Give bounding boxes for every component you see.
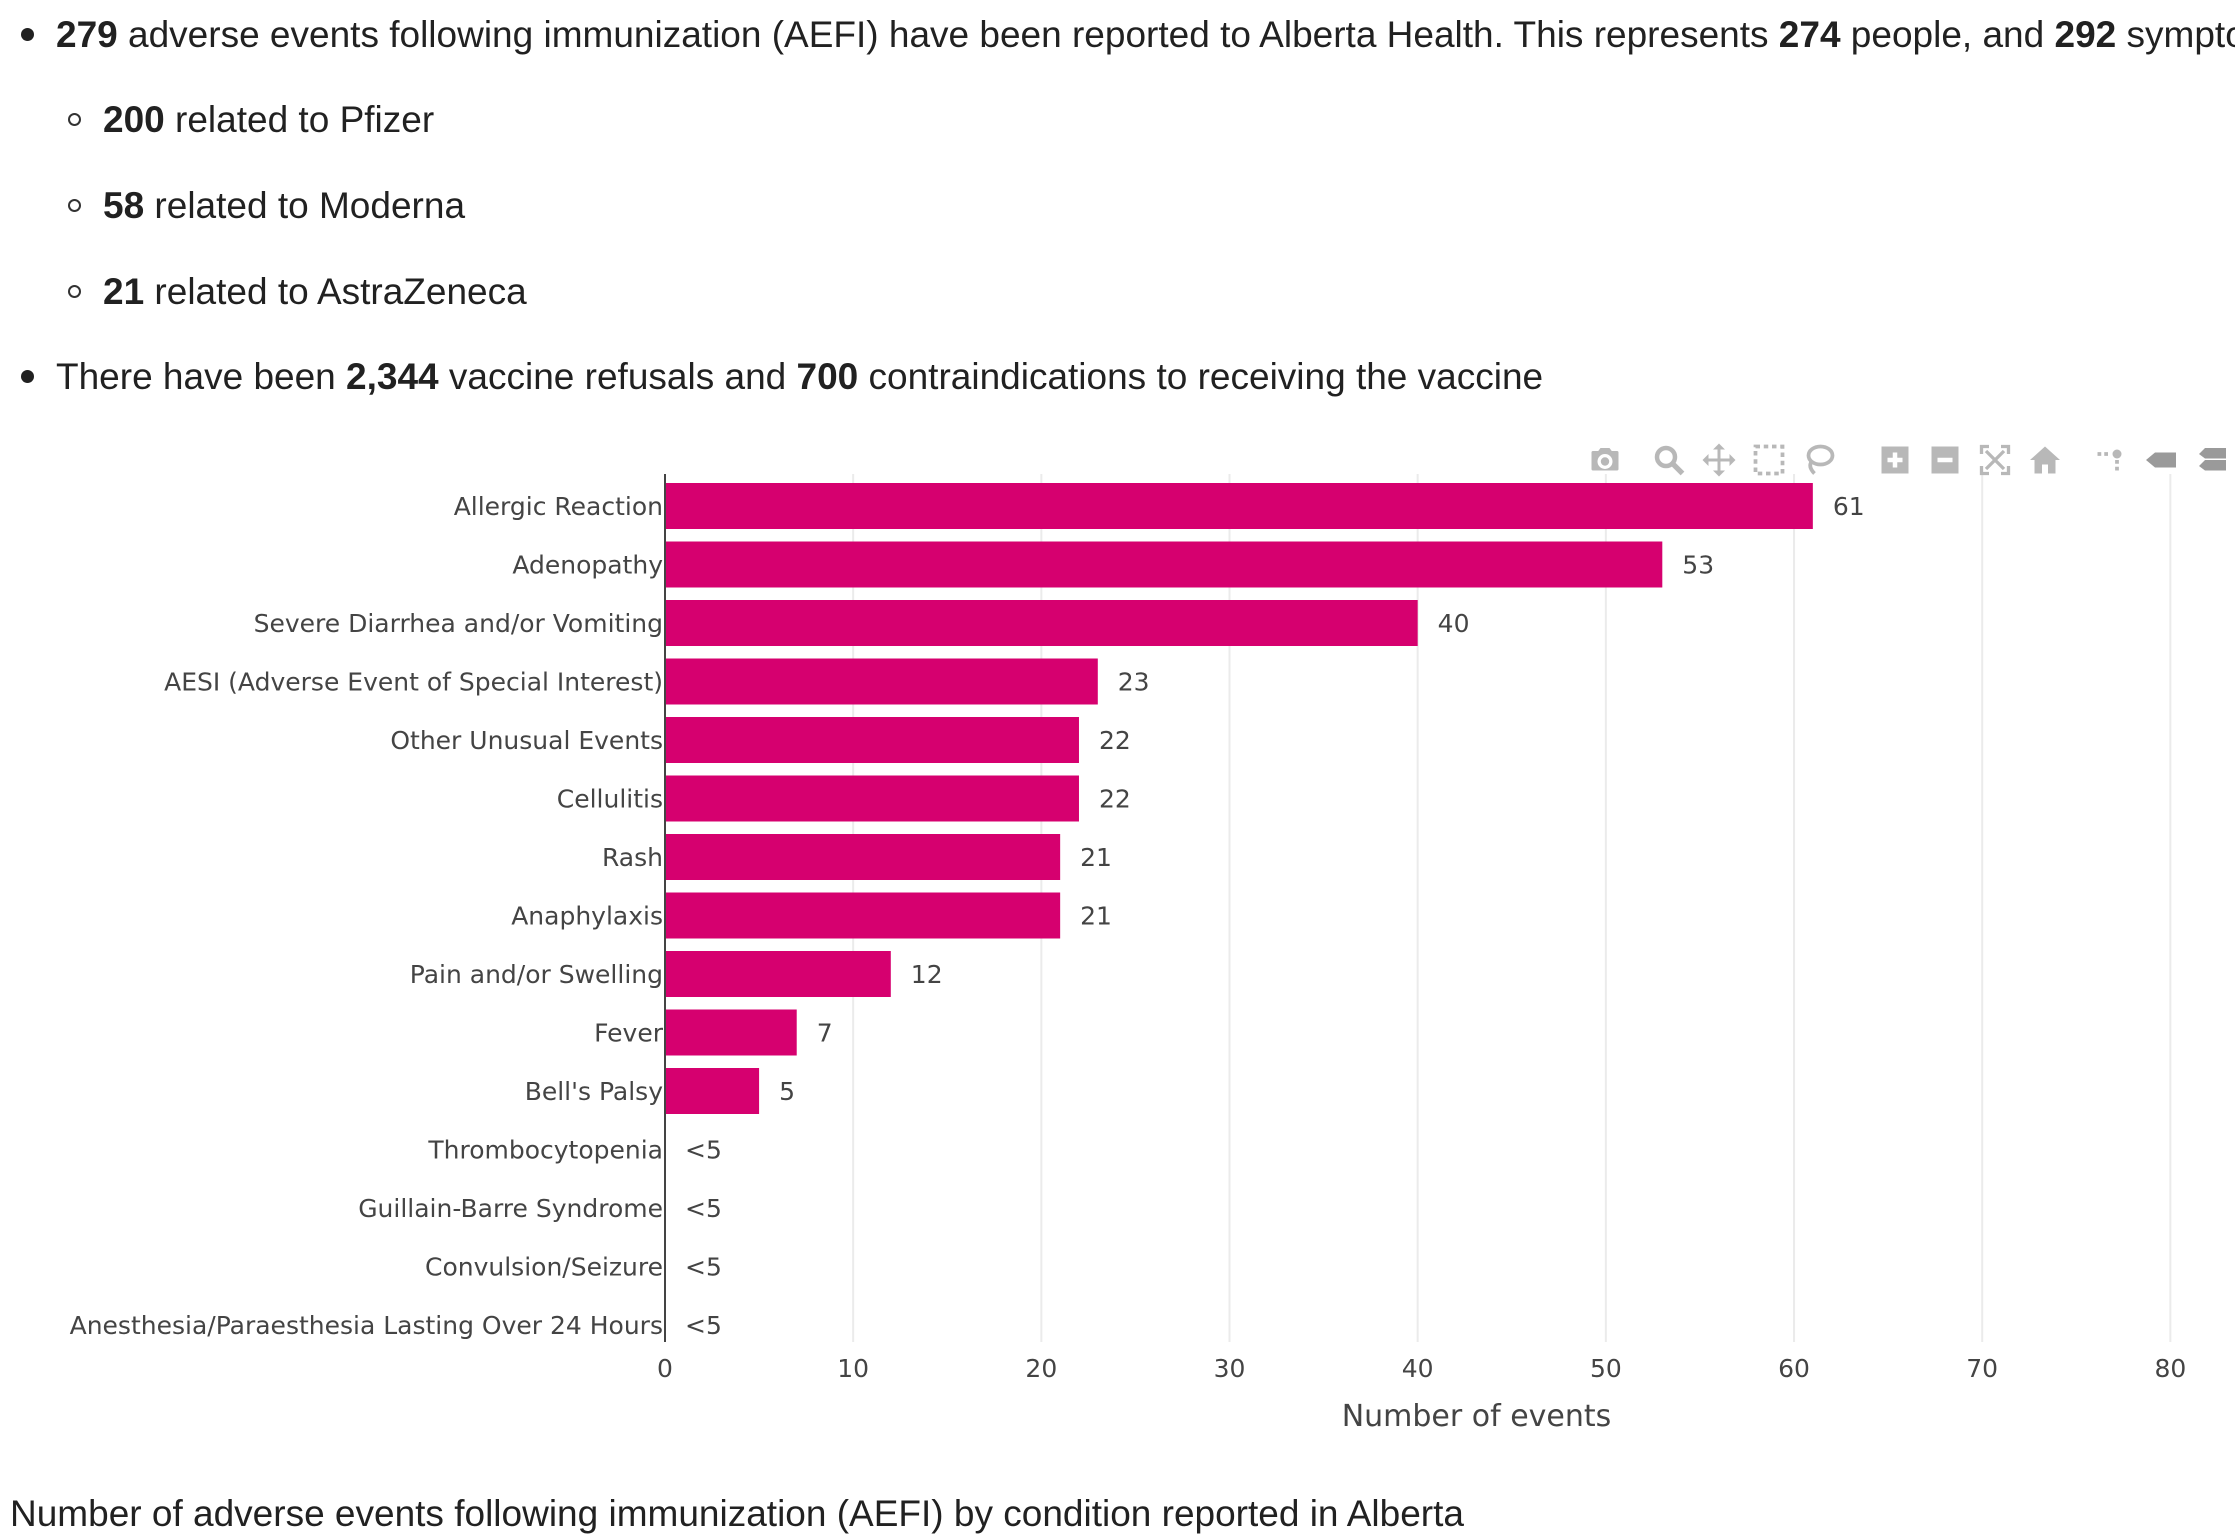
- bar[interactable]: [666, 541, 1663, 588]
- x-tick-label: 80: [2154, 1354, 2186, 1383]
- value-label: 5: [779, 1077, 795, 1106]
- value-label: <5: [685, 1194, 722, 1223]
- value-label: 22: [1099, 785, 1131, 814]
- zoom-out-icon[interactable]: [1925, 438, 1965, 482]
- bar[interactable]: [666, 658, 1098, 705]
- value-label: <5: [685, 1253, 722, 1282]
- sub-bullet-moderna: 58 related to Moderna: [103, 185, 466, 226]
- x-tick-label: 30: [1214, 1354, 1246, 1383]
- category-label: Convulsion/Seizure: [425, 1253, 663, 1282]
- value-label: 40: [1438, 609, 1470, 638]
- aefi-bar-chart[interactable]: Allergic Reaction Adenopathy Severe Diarrh…: [0, 430, 2235, 1460]
- value-label: 22: [1099, 726, 1131, 755]
- category-label: Cellulitis: [557, 785, 663, 814]
- value-labels: 61 53 40 23 22 22 21 21 12 75 <5 <5 <5 <5: [685, 492, 1865, 1340]
- category-label: Guillain-Barre Syndrome: [358, 1194, 663, 1223]
- x-tick-label: 0: [657, 1354, 673, 1383]
- chart-caption: Number of adverse events following immun…: [10, 1493, 1464, 1534]
- category-label: Bell's Palsy: [525, 1077, 664, 1106]
- category-label: Rash: [602, 843, 663, 872]
- x-tick-label: 60: [1778, 1354, 1810, 1383]
- category-label: Fever: [594, 1019, 664, 1048]
- refusals-count: 2,344: [346, 356, 439, 397]
- category-label: Anaphylaxis: [511, 902, 663, 931]
- camera-icon[interactable]: [1585, 438, 1625, 482]
- bar[interactable]: [666, 834, 1061, 880]
- bar[interactable]: [666, 600, 1418, 646]
- category-label: Anesthesia/Paraesthesia Lasting Over 24 …: [70, 1311, 663, 1340]
- value-label: 53: [1682, 551, 1714, 580]
- contraindications-count: 700: [796, 356, 859, 397]
- value-label: 7: [817, 1019, 833, 1048]
- sub-bullet-ring: [68, 285, 81, 298]
- category-label: Other Unusual Events: [390, 726, 663, 755]
- bar[interactable]: [666, 483, 1813, 529]
- value-label: 12: [911, 960, 943, 989]
- bar[interactable]: [666, 1009, 797, 1056]
- bullet-aefi-summary: 279 adverse events following immunizatio…: [56, 14, 2235, 55]
- category-label: Adenopathy: [512, 551, 663, 580]
- sub-bullet-ring: [68, 113, 81, 126]
- lasso-select-icon[interactable]: [1799, 438, 1839, 482]
- sub-bullet-pfizer: 200 related to Pfizer: [103, 99, 435, 140]
- zoom-icon[interactable]: [1649, 438, 1689, 482]
- bullet-dot: [21, 370, 34, 383]
- spike-lines-icon[interactable]: [2091, 438, 2131, 482]
- category-label: Thrombocytopenia: [427, 1136, 663, 1165]
- value-label: 21: [1080, 843, 1112, 872]
- category-label: Severe Diarrhea and/or Vomiting: [254, 609, 663, 638]
- x-tick-label: 70: [1966, 1354, 1998, 1383]
- box-select-icon[interactable]: [1749, 438, 1789, 482]
- aefi-count: 279: [56, 14, 118, 55]
- value-label: 23: [1118, 668, 1150, 697]
- bar[interactable]: [666, 892, 1061, 939]
- bar[interactable]: [666, 717, 1079, 763]
- hover-compare-icon[interactable]: [2191, 438, 2231, 482]
- x-tick-label: 40: [1402, 1354, 1434, 1383]
- x-tick-labels: 0 10 20 30 40 50 60 70 80: [657, 1354, 2186, 1383]
- category-labels: Allergic Reaction Adenopathy Severe Diarrh…: [70, 492, 664, 1340]
- sub-bullet-ring: [68, 199, 81, 212]
- category-label: Pain and/or Swelling: [410, 960, 663, 989]
- autoscale-icon[interactable]: [1975, 438, 2015, 482]
- bullet-refusals: There have been 2,344 vaccine refusals a…: [56, 356, 1544, 397]
- bullet-dot: [21, 28, 34, 41]
- bars: [666, 483, 1813, 1114]
- category-label: AESI (Adverse Event of Special Interest): [164, 668, 663, 697]
- x-tick-label: 10: [837, 1354, 869, 1383]
- bar[interactable]: [666, 951, 891, 997]
- x-tick-label: 20: [1025, 1354, 1057, 1383]
- symptoms-count: 292: [2054, 14, 2117, 55]
- value-label: <5: [685, 1136, 722, 1165]
- pan-icon[interactable]: [1699, 438, 1739, 482]
- value-label: <5: [685, 1311, 722, 1340]
- x-axis-title: Number of events: [1342, 1399, 1612, 1434]
- zoom-in-icon[interactable]: [1875, 438, 1915, 482]
- bar[interactable]: [666, 775, 1079, 822]
- bar[interactable]: [666, 1068, 760, 1114]
- value-label: 61: [1833, 492, 1865, 521]
- value-label: 21: [1080, 902, 1112, 931]
- category-label: Allergic Reaction: [454, 492, 663, 521]
- sub-bullet-astrazeneca: 21 related to AstraZeneca: [103, 271, 527, 312]
- people-count: 274: [1778, 14, 1841, 55]
- x-tick-label: 50: [1590, 1354, 1622, 1383]
- hover-closest-icon[interactable]: [2141, 438, 2181, 482]
- reset-axes-icon[interactable]: [2025, 438, 2065, 482]
